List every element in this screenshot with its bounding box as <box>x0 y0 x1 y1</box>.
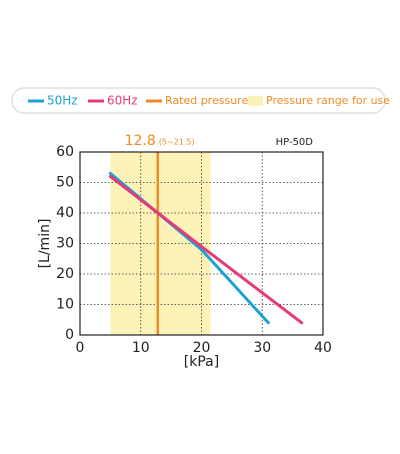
legend-box <box>11 87 386 114</box>
rated-pressure-label: 12.8 <box>125 133 156 149</box>
pressure-range-label: (5~21.5) <box>159 138 195 147</box>
y-tick-label: 50 <box>56 175 74 191</box>
y-tick-label: 60 <box>56 144 74 160</box>
legend-label: Pressure range for use <box>266 94 390 107</box>
x-axis-label: [kPa] <box>184 354 219 370</box>
subtitle: HP-50D <box>276 137 314 148</box>
y-axis-label: [L/min] <box>37 219 53 269</box>
x-tick-label: 0 <box>76 340 85 356</box>
legend-swatch <box>248 96 263 106</box>
y-tick-label: 20 <box>56 266 74 282</box>
plot-frame <box>79 151 324 336</box>
y-tick-label: 30 <box>56 236 74 252</box>
series-line <box>108 174 304 325</box>
legend-label: Rated pressure <box>165 94 248 107</box>
x-tick-label: 10 <box>132 340 150 356</box>
y-tick-label: 40 <box>56 205 74 221</box>
y-tick-label: 0 <box>65 327 74 343</box>
legend-label: 50Hz <box>47 94 78 108</box>
x-tick-label: 30 <box>253 340 271 356</box>
y-tick-label: 10 <box>56 297 74 313</box>
x-tick-label: 20 <box>193 340 211 356</box>
legend-label: 60Hz <box>107 94 138 108</box>
x-tick-label: 40 <box>314 340 332 356</box>
